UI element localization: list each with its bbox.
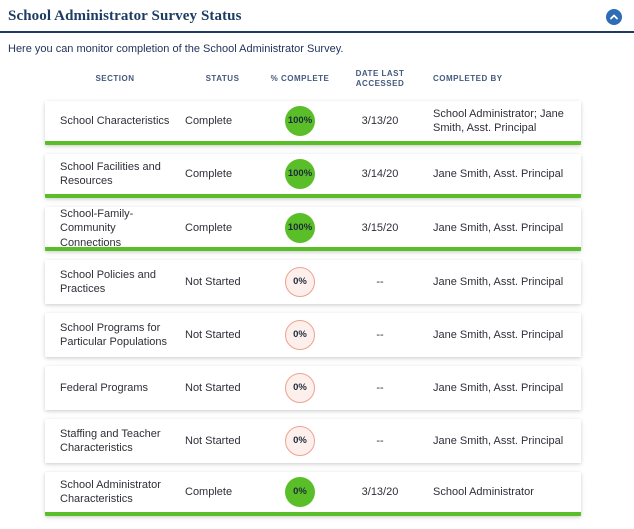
completed-by-cell: School Administrator; Jane Smith, Asst. … [433,107,564,134]
completed-by-cell: School Administrator [433,485,534,498]
column-header-completed-by: COMPLETED BY [433,74,503,83]
percent-cell: 0% [260,267,340,297]
section-cell: School Administrator Characteristics [60,478,161,505]
table-row: School Administrator Characteristics Com… [45,472,581,516]
percent-cell: 100% [260,106,340,136]
page-header: School Administrator Survey Status [0,0,634,25]
percent-cell: 100% [260,213,340,244]
survey-status-table: SECTION STATUS % COMPLETE DATE LAST ACCE… [45,65,581,516]
percent-badge: 100% [285,159,315,189]
completed-by-cell: Jane Smith, Asst. Principal [433,167,564,180]
percent-cell: 0% [260,477,340,507]
column-header-section: SECTION [95,74,135,83]
survey-status-page: School Administrator Survey Status Here … [0,0,634,516]
table-row: School Characteristics Complete 100% 3/1… [45,101,581,145]
status-cell: Complete [185,167,233,180]
percent-badge: 0% [285,373,315,403]
percent-cell: 0% [260,320,340,350]
percent-cell: 0% [260,426,340,456]
percent-cell: 0% [260,373,340,403]
date-last-accessed-cell: 3/13/20 [361,114,399,127]
completed-by-cell: Jane Smith, Asst. Principal [433,381,564,394]
percent-badge: 0% [285,320,315,350]
status-cell: Not Started [185,434,241,447]
table-row: School-Family-Community Connections Comp… [45,207,581,251]
status-cell: Not Started [185,328,241,341]
percent-badge: 0% [285,477,315,507]
section-cell: Staffing and Teacher Characteristics [60,427,161,454]
percent-badge: 0% [285,426,315,456]
section-cell: School Programs for Particular Populatio… [60,321,168,348]
date-last-accessed-cell: 3/15/20 [361,222,399,235]
date-last-accessed-cell: -- [376,381,384,394]
percent-badge: 100% [285,213,315,244]
completed-by-cell: Jane Smith, Asst. Principal [433,328,564,341]
status-cell: Not Started [185,381,241,394]
chevron-up-icon [609,12,619,22]
date-last-accessed-cell: -- [376,328,384,341]
section-cell: School Facilities and Resources [60,160,161,187]
completed-by-cell: Jane Smith, Asst. Principal [433,222,564,235]
table-row: Staffing and Teacher Characteristics Not… [45,419,581,463]
completed-by-cell: Jane Smith, Asst. Principal [433,434,564,447]
status-cell: Complete [185,114,233,127]
table-row: School Programs for Particular Populatio… [45,313,581,357]
table-row: School Facilities and Resources Complete… [45,154,581,198]
table-header-row: SECTION STATUS % COMPLETE DATE LAST ACCE… [45,65,581,93]
collapse-button[interactable] [606,9,622,25]
completed-by-cell: Jane Smith, Asst. Principal [433,275,564,288]
section-cell: School-Family-Community Connections [60,208,134,249]
column-header-percent-complete: % COMPLETE [270,74,330,83]
section-cell: Federal Programs [60,381,149,394]
column-header-status: STATUS [205,74,240,83]
percent-badge: 100% [285,106,315,136]
date-last-accessed-cell: -- [376,275,384,288]
date-last-accessed-cell: 3/13/20 [361,485,399,498]
section-cell: School Policies and Practices [60,268,157,295]
header-divider [0,31,634,33]
status-cell: Complete [185,485,233,498]
column-header-date-last-accessed: DATE LAST ACCESSED [355,69,405,88]
section-cell: School Characteristics [60,114,170,127]
percent-badge: 0% [285,267,315,297]
table-row: Federal Programs Not Started 0% -- Jane … [45,366,581,410]
intro-text: Here you can monitor completion of the S… [8,43,344,55]
table-row: School Policies and Practices Not Starte… [45,260,581,304]
status-cell: Complete [185,222,233,235]
percent-cell: 100% [260,159,340,189]
status-cell: Not Started [185,275,241,288]
date-last-accessed-cell: -- [376,434,384,447]
date-last-accessed-cell: 3/14/20 [361,167,399,180]
page-title: School Administrator Survey Status [8,8,242,24]
